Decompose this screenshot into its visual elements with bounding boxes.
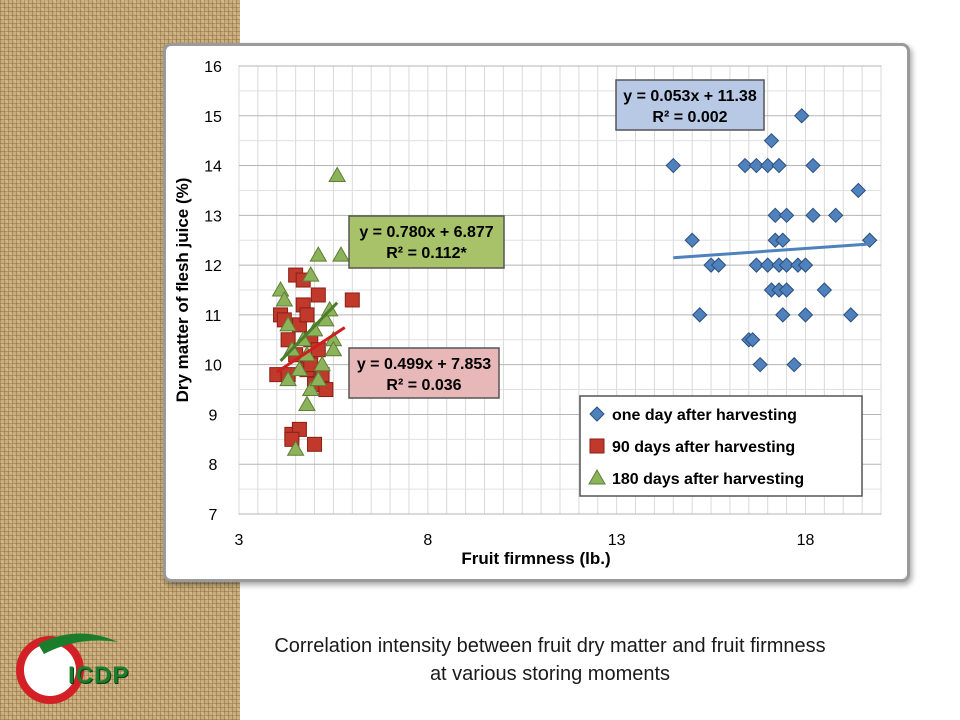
data-point-diamond	[771, 157, 787, 174]
data-point-triangle	[301, 266, 320, 282]
logo-leaf-icon	[38, 633, 118, 654]
data-point-triangle	[309, 246, 328, 262]
y-tick-label: 15	[204, 109, 222, 126]
data-point-diamond	[710, 257, 727, 273]
data-point-triangle	[286, 440, 305, 456]
data-point-diamond	[778, 282, 795, 298]
data-point-triangle	[279, 370, 297, 387]
y-tick-label: 16	[204, 59, 222, 76]
trendline	[673, 242, 870, 260]
data-point-diamond	[797, 307, 814, 323]
trendline-equation: y = 0.053x + 11.38	[623, 88, 757, 105]
equation-box	[615, 79, 765, 131]
data-point-diamond	[850, 182, 867, 199]
data-point-diamond	[793, 108, 810, 124]
trendline	[275, 326, 346, 374]
x-tick-label: 3	[235, 532, 244, 549]
y-tick-label: 10	[204, 358, 222, 375]
data-point-diamond	[775, 307, 791, 323]
y-tick-label: 9	[209, 407, 218, 424]
data-point-triangle	[328, 166, 347, 183]
data-point-diamond	[744, 332, 761, 348]
x-tick-label: 18	[797, 532, 815, 549]
legend-marker-diamond	[589, 406, 605, 422]
trendline-equation: y = 0.780x + 6.877	[359, 224, 493, 241]
data-point-diamond	[786, 356, 802, 373]
data-point-diamond	[684, 232, 700, 248]
data-point-diamond	[737, 157, 753, 174]
data-point-diamond	[816, 282, 833, 298]
icdp-logo: ICDP	[8, 622, 158, 712]
logo-mark	[16, 633, 118, 704]
slide-caption: Correlation intensity between fruit dry …	[205, 632, 895, 688]
x-tick-label: 8	[423, 532, 432, 549]
data-point-square	[344, 292, 360, 308]
data-point-diamond	[759, 157, 776, 174]
data-point-triangle	[301, 380, 320, 397]
data-point-square	[299, 307, 315, 323]
y-tick-label: 14	[204, 159, 222, 176]
scatter-chart: 7 8 9 10 11 12 13 14 15 16 3 8 13 18 Fruit firmness (l…	[173, 59, 882, 568]
data-point-triangle	[324, 340, 343, 357]
data-point-diamond	[752, 356, 768, 373]
data-point-diamond	[778, 207, 795, 224]
data-point-triangle	[313, 355, 331, 372]
equation-box	[348, 215, 505, 269]
data-point-diamond	[692, 307, 708, 323]
x-tick-label: 13	[608, 532, 626, 549]
x-axis-title: Fruit firmness (lb.)	[461, 549, 610, 568]
trendline-r-squared: R² = 0.002	[652, 109, 727, 126]
y-tick-label: 13	[204, 208, 222, 225]
data-point-diamond	[665, 157, 682, 174]
legend-label: one day after harvesting	[612, 407, 797, 424]
y-axis-title: Dry matter of flesh juice (%)	[173, 178, 192, 403]
logo-inner-circle	[24, 644, 76, 696]
data-point-triangle	[290, 360, 309, 377]
data-point-diamond	[763, 132, 780, 149]
data-point-square	[307, 436, 323, 452]
trendline	[279, 301, 339, 362]
logo-text: ICDP	[68, 662, 130, 689]
caption-line-2: at various storing moments	[429, 663, 671, 685]
data-point-diamond	[759, 257, 776, 273]
data-point-diamond	[748, 157, 765, 174]
chart-panel: 7 8 9 10 11 12 13 14 15 16 3 8 13 18 Fruit firmness (l…	[163, 43, 910, 582]
data-point-square	[310, 287, 326, 303]
data-point-triangle	[275, 290, 294, 307]
legend-marker-triangle	[588, 468, 606, 485]
legend-box	[579, 395, 863, 497]
data-point-diamond	[843, 307, 859, 323]
trendline-r-squared: R² = 0.112*	[386, 245, 467, 262]
data-point-diamond	[805, 207, 821, 224]
legend-label: 180 days after harvesting	[612, 471, 804, 488]
data-point-diamond	[805, 157, 821, 174]
data-point-triangle	[279, 315, 297, 332]
legend-marker-square	[589, 438, 605, 454]
data-point-triangle	[309, 370, 328, 387]
data-point-diamond	[767, 207, 783, 224]
data-point-diamond	[748, 257, 765, 273]
trendline-equation: y = 0.499x + 7.853	[357, 356, 491, 373]
y-tick-label: 11	[205, 308, 222, 325]
equation-box	[348, 347, 500, 399]
y-tick-label: 12	[204, 258, 222, 275]
data-point-diamond	[778, 257, 795, 273]
data-point-diamond	[797, 257, 814, 273]
caption-line-1: Correlation intensity between fruit dry …	[274, 635, 826, 657]
data-point-triangle	[298, 395, 316, 411]
data-point-triangle	[332, 246, 350, 262]
data-point-diamond	[827, 207, 844, 224]
legend-label: 90 days after harvesting	[612, 439, 795, 456]
y-tick-label: 8	[209, 457, 218, 474]
trendline-r-squared: R² = 0.036	[386, 377, 461, 394]
y-tick-label: 7	[209, 507, 218, 524]
data-point-diamond	[775, 232, 791, 248]
